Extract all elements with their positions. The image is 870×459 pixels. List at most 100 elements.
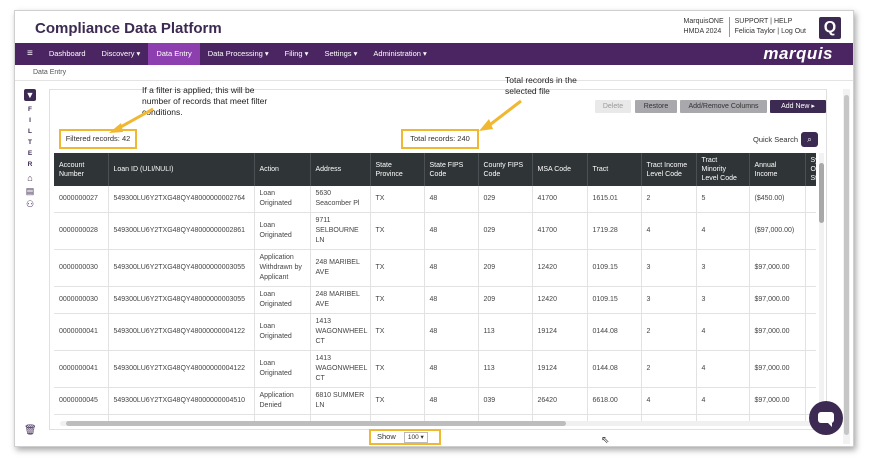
table-cell: 2 bbox=[641, 186, 697, 213]
table-cell bbox=[805, 186, 816, 213]
column-header[interactable]: State FIPS Code bbox=[424, 153, 479, 186]
column-header[interactable]: Tract Income Level Code bbox=[641, 153, 697, 186]
total-records-count: Total records: 240 bbox=[401, 129, 479, 149]
table-cell: 19124 bbox=[532, 350, 588, 388]
page-vertical-scrollbar[interactable] bbox=[843, 89, 850, 444]
help-search-icon[interactable]: Q bbox=[819, 17, 841, 39]
home-icon[interactable]: ⌂ bbox=[27, 173, 33, 183]
menu-icon[interactable]: ≡ bbox=[27, 48, 33, 59]
table-cell: 3 bbox=[641, 286, 697, 314]
add-remove-columns-button[interactable]: Add/Remove Columns bbox=[680, 100, 767, 113]
table-cell: Application Withdrawn by Applicant bbox=[254, 249, 311, 287]
nav-data-processing[interactable]: Data Processing ▾ bbox=[207, 49, 269, 58]
table-cell: 41700 bbox=[532, 212, 588, 250]
user-name: Felicia Taylor bbox=[734, 28, 776, 35]
table-cell: 549300LU6Y2TXG48QY48000000004510 bbox=[108, 387, 255, 415]
table-cell: Loan Originated bbox=[254, 313, 311, 351]
delete-button[interactable]: Delete bbox=[595, 100, 631, 113]
column-header[interactable]: Account Number bbox=[54, 153, 109, 186]
table-row[interactable]: 0000000030 549300LU6Y2TXG48QY480000000030… bbox=[54, 286, 816, 314]
column-header[interactable]: Tract bbox=[587, 153, 642, 186]
table-cell: 0109.15 bbox=[587, 286, 642, 314]
divider bbox=[15, 80, 853, 81]
table-cell: 0000000045 bbox=[54, 414, 109, 421]
link-separator: | bbox=[770, 18, 772, 25]
column-header[interactable]: Action bbox=[254, 153, 311, 186]
table-cell: 029 bbox=[478, 212, 533, 250]
table-row[interactable]: 0000000028 549300LU6Y2TXG48QY480000000028… bbox=[54, 212, 816, 250]
table-cell: Application bbox=[254, 414, 311, 421]
column-header[interactable]: State Province bbox=[370, 153, 425, 186]
chat-button[interactable] bbox=[809, 401, 843, 435]
table-cell bbox=[805, 350, 816, 388]
table-row[interactable]: 0000000045549300LU6Y2TXG48QY480000000045… bbox=[54, 414, 816, 421]
add-new-button[interactable]: Add New ▸ bbox=[770, 100, 826, 113]
table-cell: $97,000.00 bbox=[749, 387, 806, 415]
table-row[interactable]: 0000000030 549300LU6Y2TXG48QY480000000030… bbox=[54, 249, 816, 287]
users-icon[interactable]: ⚇ bbox=[25, 199, 35, 209]
quick-search-icon[interactable]: ⌕ bbox=[801, 132, 818, 147]
table-cell bbox=[805, 286, 816, 314]
table-cell bbox=[805, 249, 816, 287]
records-table: Account Number Loan ID (ULI/NULI) Action Ad… bbox=[54, 153, 816, 421]
app-title: Compliance Data Platform bbox=[35, 20, 222, 37]
table-cell: 0000000028 bbox=[54, 212, 109, 250]
table-row[interactable]: 0000000041 549300LU6Y2TXG48QY480000000041… bbox=[54, 313, 816, 351]
table-cell: Loan Originated bbox=[254, 212, 311, 250]
filter-label[interactable]: F I L T E R bbox=[27, 106, 33, 168]
table-cell: 6618.00 bbox=[587, 414, 642, 421]
table-cell: 0109.15 bbox=[587, 249, 642, 287]
table-cell: Loan Originated bbox=[254, 286, 311, 314]
table-cell: 549300LU6Y2TXG48QY48000000003055 bbox=[108, 286, 255, 314]
support-link[interactable]: SUPPORT bbox=[734, 18, 769, 25]
nav-discovery[interactable]: Discovery ▾ bbox=[101, 49, 141, 58]
table-cell: 48 bbox=[424, 350, 479, 388]
app-window: Compliance Data Platform MarquisONE HMDA… bbox=[14, 10, 854, 447]
table-cell: TX bbox=[370, 414, 425, 421]
column-header[interactable]: Address bbox=[310, 153, 371, 186]
filter-icon[interactable]: ▼ bbox=[24, 89, 36, 101]
table-cell: TX bbox=[370, 286, 425, 314]
scrollbar-thumb[interactable] bbox=[819, 163, 824, 223]
filtered-records-count: Filtered records: 42 bbox=[59, 129, 137, 149]
table-cell: 029 bbox=[478, 186, 533, 213]
column-header[interactable]: Tract Minority Level Code bbox=[696, 153, 750, 186]
page-size-select[interactable]: 100 ▾ bbox=[403, 432, 428, 443]
table-cell: 26420 bbox=[532, 387, 588, 415]
logout-link[interactable]: Log Out bbox=[781, 28, 806, 35]
trash-icon[interactable]: 🗑 bbox=[24, 425, 37, 436]
table-cell: Loan Originated bbox=[254, 350, 311, 388]
app-header: Compliance Data Platform MarquisONE HMDA… bbox=[15, 11, 853, 43]
table-row[interactable]: 0000000027 549300LU6Y2TXG48QY480000000027… bbox=[54, 186, 816, 213]
restore-button[interactable]: Restore bbox=[635, 100, 677, 113]
column-header[interactable]: Sy Ov St bbox=[805, 153, 816, 186]
nav-filing[interactable]: Filing ▾ bbox=[284, 49, 309, 58]
scrollbar-thumb[interactable] bbox=[844, 95, 849, 435]
table-cell: 41700 bbox=[532, 186, 588, 213]
table-cell: 4 bbox=[641, 387, 697, 415]
table-cell: 0144.08 bbox=[587, 350, 642, 388]
table-cell: $97,000.00 bbox=[749, 414, 806, 421]
column-header[interactable]: Annual Income bbox=[749, 153, 806, 186]
table-vertical-scrollbar[interactable] bbox=[819, 153, 824, 421]
brand-logo: marquis bbox=[763, 44, 833, 63]
nav-settings[interactable]: Settings ▾ bbox=[324, 49, 358, 58]
column-header[interactable]: MSA Code bbox=[532, 153, 588, 186]
table-cell: 9711 SELBOURNE LN bbox=[310, 212, 371, 250]
scrollbar-thumb[interactable] bbox=[66, 421, 566, 426]
table-cell: 1719.28 bbox=[587, 212, 642, 250]
nav-dashboard[interactable]: Dashboard bbox=[48, 49, 86, 58]
filter-annotation: If a filter is applied, this will be num… bbox=[142, 85, 268, 117]
column-header[interactable]: Loan ID (ULI/NULI) bbox=[108, 153, 255, 186]
table-row[interactable]: 0000000041 549300LU6Y2TXG48QY480000000041… bbox=[54, 350, 816, 388]
horizontal-scrollbar[interactable] bbox=[60, 421, 816, 426]
table-cell: 4 bbox=[696, 313, 750, 351]
nav-administration[interactable]: Administration ▾ bbox=[373, 49, 427, 58]
help-link[interactable]: HELP bbox=[773, 18, 793, 25]
nav-data-entry[interactable]: Data Entry bbox=[148, 43, 200, 65]
table-cell: 48 bbox=[424, 313, 479, 351]
table-cell: 6810 SUMMER LN bbox=[310, 387, 371, 415]
document-icon[interactable]: ▤ bbox=[25, 186, 35, 196]
column-header[interactable]: County FIPS Code bbox=[478, 153, 533, 186]
